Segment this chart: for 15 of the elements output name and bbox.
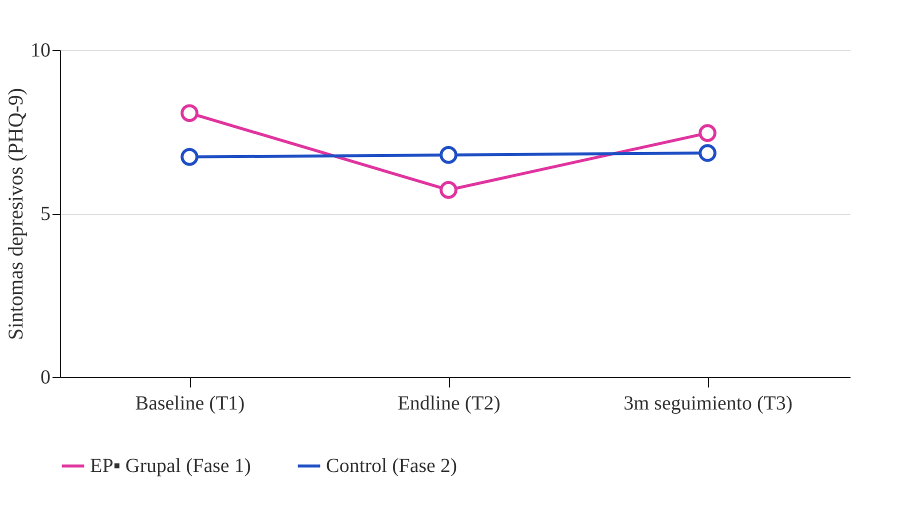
point (698, 144, 716, 162)
y-tick-label: 0 (40, 366, 50, 388)
x-tick-label: 3m seguimiento (T3) (624, 392, 792, 414)
point (180, 104, 198, 122)
x-tick-label: Endline (T2) (398, 392, 500, 414)
point (440, 146, 458, 164)
x-tick-label: Baseline (T1) (135, 392, 245, 414)
y-tick-label: 10 (30, 40, 50, 62)
point (698, 124, 716, 142)
point (440, 181, 458, 199)
y-tick-label: 5 (40, 203, 50, 225)
legend-label: Control (Fase 2) (326, 455, 458, 477)
y-axis-title: Sintomas depresivos (PHQ-9) (4, 88, 28, 340)
point (180, 148, 198, 166)
legend-label: EP▪ Grupal (Fase 1) (90, 455, 251, 477)
